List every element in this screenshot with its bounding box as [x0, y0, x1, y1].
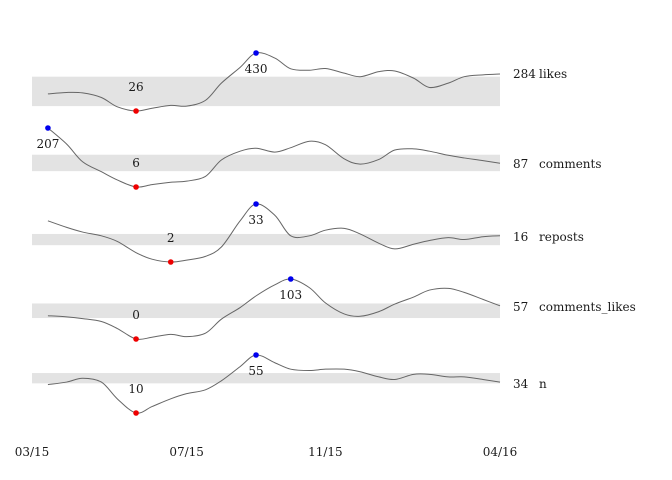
- band-reposts: [32, 233, 500, 246]
- series-line-comments_likes: [47, 278, 501, 340]
- series-name-comments: comments: [539, 157, 602, 171]
- x-tick-label: 04/16: [483, 445, 518, 459]
- band-comments: [32, 154, 500, 172]
- min-marker-likes: [133, 108, 139, 114]
- max-label-comments_likes: 103: [279, 288, 302, 302]
- max-label-comments: 207: [36, 137, 59, 151]
- band-n: [32, 373, 500, 384]
- band-likes: [32, 76, 500, 107]
- x-tick-label: 11/15: [308, 445, 343, 459]
- last-value-likes: 284: [513, 67, 536, 81]
- last-value-comments_likes: 57: [513, 300, 528, 314]
- sparkline-reposts: 2 33 16 reposts: [32, 201, 584, 265]
- sparkline-panels: 26 430 284 likes 6 207 87 comments 2 33 16 reposts 0…: [32, 50, 636, 416]
- min-label-n: 10: [128, 382, 143, 396]
- series-name-comments_likes: comments_likes: [539, 300, 636, 314]
- max-marker-likes: [253, 50, 259, 56]
- series-name-reposts: reposts: [539, 230, 584, 244]
- max-marker-comments: [45, 125, 51, 131]
- max-marker-reposts: [253, 201, 259, 207]
- x-axis: 03/15 07/15 11/15 04/16: [15, 445, 518, 459]
- min-marker-comments: [133, 184, 139, 190]
- series-line-n: [47, 354, 501, 414]
- sparkline-comments: 6 207 87 comments: [32, 125, 602, 190]
- band-comments_likes: [32, 303, 500, 319]
- min-label-comments: 6: [132, 156, 140, 170]
- max-label-reposts: 33: [248, 213, 263, 227]
- x-tick-label: 03/15: [15, 445, 50, 459]
- last-value-comments: 87: [513, 157, 528, 171]
- min-marker-comments_likes: [133, 336, 139, 342]
- max-marker-comments_likes: [287, 276, 294, 282]
- series-line-comments: [47, 127, 501, 188]
- min-label-comments_likes: 0: [132, 308, 140, 322]
- max-label-likes: 430: [245, 62, 268, 76]
- max-label-n: 55: [248, 364, 263, 378]
- min-marker-reposts: [167, 259, 174, 265]
- sparkline-n: 10 55 34 n: [32, 352, 547, 416]
- sparkline-comments_likes: 0 103 57 comments_likes: [32, 276, 636, 342]
- max-marker-n: [253, 352, 259, 358]
- series-line-reposts: [47, 203, 501, 263]
- min-label-likes: 26: [128, 80, 143, 94]
- series-name-likes: likes: [539, 67, 567, 81]
- min-label-reposts: 2: [167, 231, 175, 245]
- min-marker-n: [133, 410, 139, 416]
- sparkline-likes: 26 430 284 likes: [32, 50, 567, 114]
- last-value-reposts: 16: [513, 230, 528, 244]
- series-name-n: n: [539, 377, 547, 391]
- series-line-likes: [47, 52, 501, 112]
- x-tick-label: 07/15: [169, 445, 204, 459]
- last-value-n: 34: [513, 377, 529, 391]
